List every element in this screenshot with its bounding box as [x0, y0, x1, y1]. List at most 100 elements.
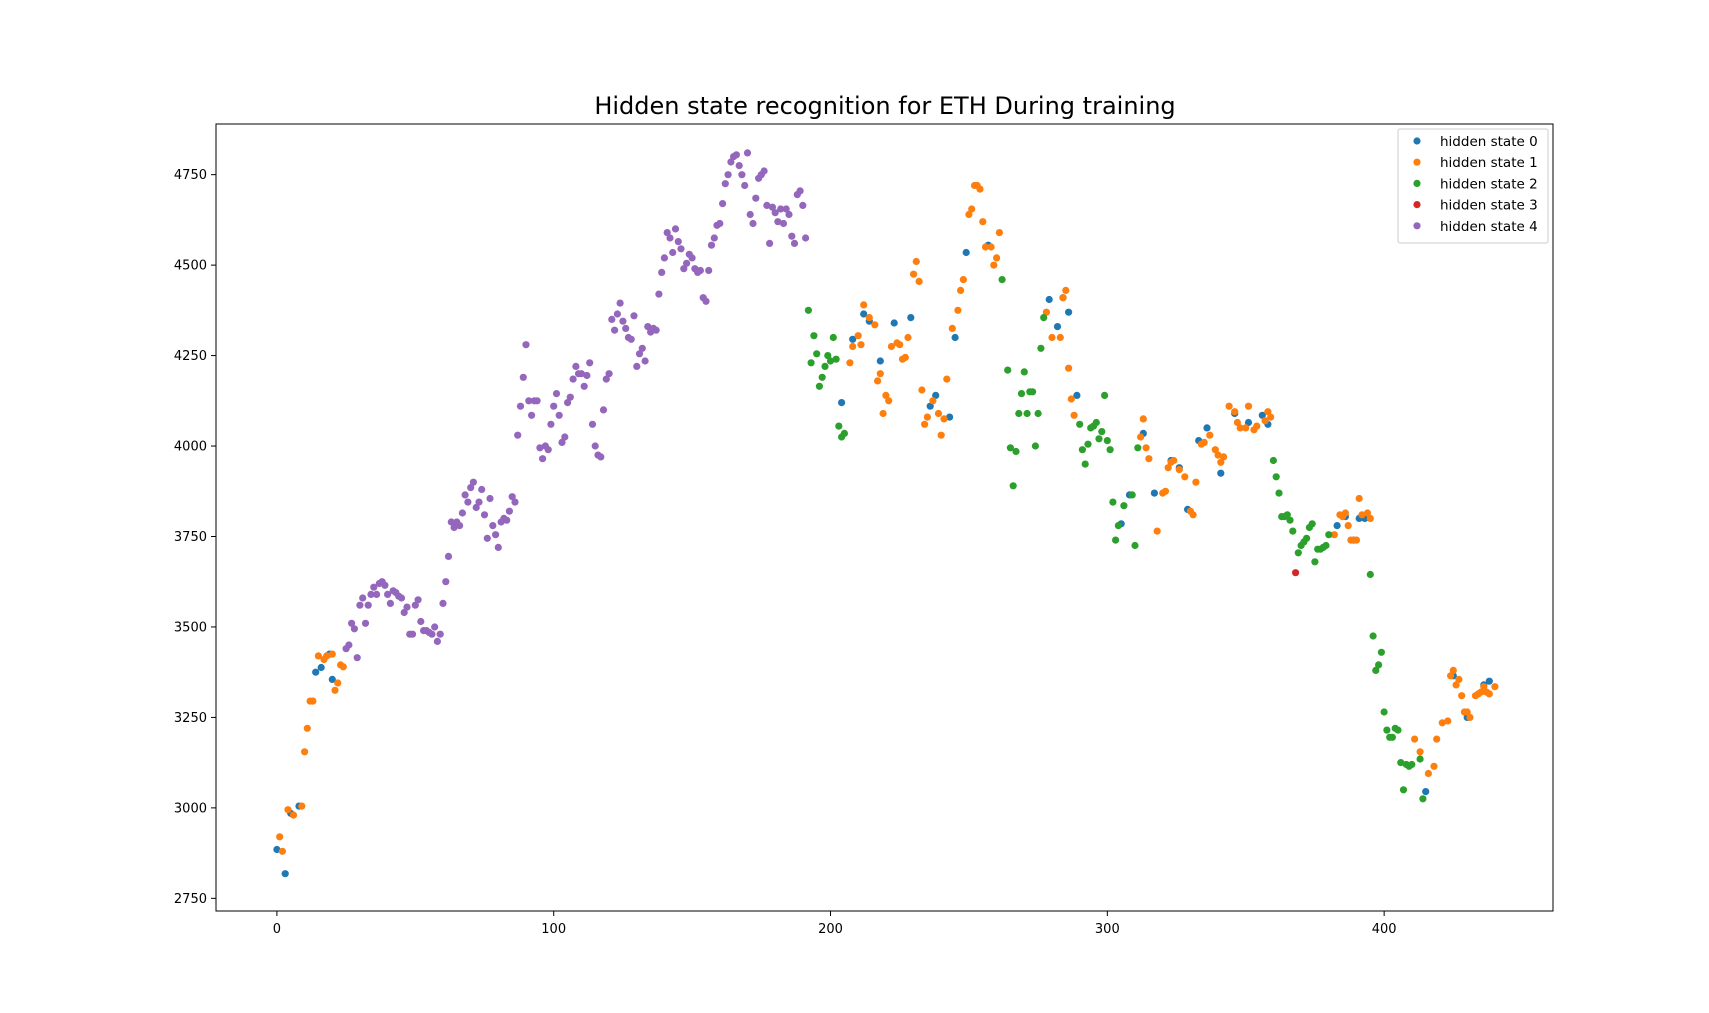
- data-point: [552, 390, 561, 398]
- data-point: [508, 493, 516, 501]
- data-point: [1325, 531, 1333, 539]
- data-point: [655, 290, 663, 298]
- data-point: [932, 391, 940, 399]
- data-point: [483, 534, 491, 542]
- data-point: [1081, 460, 1089, 468]
- data-point: [1452, 681, 1460, 689]
- data-point: [799, 201, 807, 209]
- data-point: [1131, 541, 1139, 550]
- data-point: [1012, 447, 1020, 456]
- data-point: [561, 433, 569, 441]
- data-point: [364, 601, 372, 609]
- data-point: [356, 601, 364, 609]
- data-point: [835, 422, 843, 430]
- data-point: [1084, 440, 1092, 448]
- data-point: [1231, 408, 1239, 416]
- data-point: [613, 310, 622, 318]
- data-point: [732, 151, 741, 159]
- data-point: [397, 594, 406, 602]
- data-point: [1073, 391, 1081, 399]
- data-point: [962, 248, 970, 257]
- data-point: [929, 397, 937, 405]
- data-point: [616, 299, 624, 307]
- data-point: [1045, 295, 1053, 304]
- data-point: [1040, 314, 1048, 322]
- data-point: [777, 205, 785, 213]
- data-point: [331, 686, 339, 694]
- data-point: [1233, 418, 1241, 427]
- data-point: [796, 187, 804, 195]
- data-point: [1203, 424, 1211, 432]
- data-point: [979, 218, 987, 226]
- data-point: [1211, 446, 1219, 454]
- data-point: [1095, 435, 1103, 443]
- data-point: [558, 438, 566, 446]
- data-point: [1375, 661, 1383, 669]
- data-point: [1253, 422, 1261, 430]
- data-point: [1258, 411, 1266, 419]
- data-point: [298, 802, 306, 810]
- data-point: [444, 552, 453, 561]
- data-point: [768, 203, 777, 211]
- data-point: [1430, 762, 1438, 770]
- legend-label: hidden state 4: [1440, 219, 1538, 235]
- data-point: [312, 668, 320, 676]
- data-point: [1292, 569, 1300, 577]
- data-point: [1344, 522, 1352, 530]
- data-point: [586, 359, 594, 367]
- data-point: [627, 335, 635, 343]
- data-point: [926, 402, 934, 410]
- data-point: [1236, 424, 1244, 432]
- data-point: [475, 498, 483, 506]
- data-point: [1023, 409, 1031, 418]
- data-point: [605, 370, 613, 378]
- legend-label: hidden state 3: [1440, 198, 1538, 214]
- data-point: [469, 478, 477, 486]
- data-point: [915, 277, 923, 285]
- data-point: [1264, 408, 1272, 416]
- data-point: [1031, 442, 1039, 450]
- data-point: [533, 397, 541, 405]
- data-point: [1078, 446, 1086, 454]
- data-point: [804, 306, 813, 314]
- data-point: [428, 630, 436, 638]
- legend-marker: [1413, 222, 1421, 230]
- data-point: [450, 523, 458, 532]
- data-point: [912, 257, 920, 266]
- x-tick-label: 100: [541, 922, 566, 937]
- data-point: [1397, 759, 1405, 767]
- data-point: [987, 243, 995, 251]
- data-point: [1042, 308, 1050, 316]
- data-point: [309, 697, 317, 705]
- data-point: [658, 268, 666, 276]
- data-point: [1275, 489, 1283, 497]
- data-point: [588, 420, 597, 428]
- data-point: [957, 286, 965, 294]
- data-point: [1114, 522, 1122, 530]
- data-point: [273, 845, 281, 854]
- data-point: [1438, 719, 1446, 727]
- data-point: [1220, 453, 1228, 461]
- data-point: [760, 167, 768, 175]
- data-point: [583, 371, 591, 380]
- data-point: [771, 209, 779, 217]
- y-tick-label: 4500: [174, 259, 207, 274]
- data-point: [882, 391, 890, 399]
- data-point: [494, 543, 502, 552]
- data-point: [923, 413, 932, 421]
- data-point: [328, 650, 336, 658]
- data-point: [807, 359, 815, 367]
- data-point: [832, 355, 840, 363]
- data-point: [361, 619, 370, 627]
- data-point: [1214, 451, 1222, 459]
- data-point: [752, 194, 760, 202]
- data-point: [1352, 536, 1361, 544]
- data-point: [635, 350, 644, 358]
- data-point: [492, 531, 500, 539]
- data-point: [1377, 648, 1385, 656]
- data-point: [503, 516, 511, 524]
- data-point: [1200, 438, 1208, 446]
- data-point: [461, 491, 469, 499]
- data-point: [840, 429, 849, 437]
